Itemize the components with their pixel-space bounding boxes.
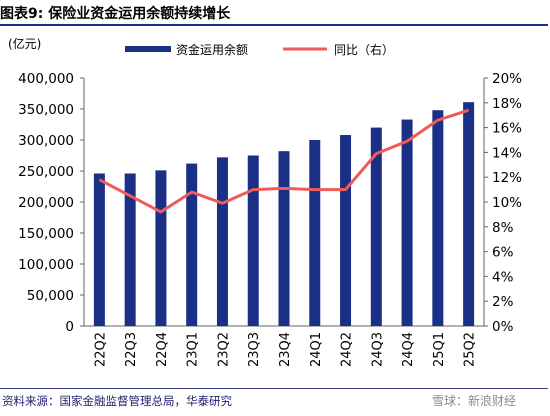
x-tick-label: 23Q4 <box>278 332 293 367</box>
x-tick-label: 24Q1 <box>309 332 324 367</box>
right-tick-label: 6% <box>492 245 514 261</box>
chart-title: 图表9: 保险业资金运用余额持续增长 <box>0 6 231 22</box>
left-tick-label: 400,000 <box>18 71 74 87</box>
right-tick-label: 18% <box>492 96 522 112</box>
bar <box>247 155 259 326</box>
x-tick-label: 22Q3 <box>124 332 139 367</box>
x-tick-label: 24Q2 <box>340 332 355 367</box>
x-tick-label: 23Q1 <box>186 332 201 367</box>
bar <box>155 170 167 326</box>
x-tick-label: 22Q2 <box>93 332 108 367</box>
left-tick-label: 150,000 <box>18 226 74 242</box>
left-tick-label: 300,000 <box>18 133 74 149</box>
legend-bar-swatch <box>125 46 171 52</box>
left-tick-label: 250,000 <box>18 164 74 180</box>
right-tick-label: 14% <box>492 145 522 161</box>
bar <box>278 151 290 326</box>
bar <box>401 119 413 326</box>
bar <box>463 102 475 327</box>
right-tick-label: 16% <box>492 121 522 137</box>
left-tick-label: 100,000 <box>18 257 74 273</box>
bar <box>340 135 352 326</box>
right-axis: 0% 2% 4% 6% 8% 10% 12% 14% 16% 18% 20% <box>483 71 522 335</box>
x-tick-label: 24Q3 <box>370 332 385 367</box>
line-series <box>98 108 470 214</box>
bar <box>216 157 228 326</box>
x-tick-label: 24Q4 <box>401 332 416 367</box>
legend-bar-label: 资金运用余额 <box>176 42 248 57</box>
right-tick-label: 0% <box>492 319 514 335</box>
bar <box>432 110 444 327</box>
right-tick-label: 8% <box>492 220 514 236</box>
right-tick-label: 10% <box>492 195 522 211</box>
legend-line-label: 同比（右） <box>334 42 394 57</box>
left-axis-unit: (亿元) <box>8 36 41 51</box>
watermark: 雪球：新浪财经 <box>432 394 517 408</box>
right-tick-label: 2% <box>492 294 514 310</box>
right-tick-label: 20% <box>492 71 522 87</box>
bar <box>186 163 198 326</box>
x-tick-label: 22Q4 <box>155 332 170 367</box>
bar <box>124 173 136 326</box>
bar-series <box>93 102 475 327</box>
source-divider <box>0 388 548 389</box>
x-axis: 22Q2 22Q3 22Q4 23Q1 23Q2 23Q3 23Q4 24Q1 24Q2 24Q3… <box>84 325 484 367</box>
bar <box>93 173 105 326</box>
right-tick-label: 12% <box>492 170 522 186</box>
title-divider <box>0 24 548 26</box>
x-tick-label: 23Q2 <box>216 332 231 367</box>
x-tick-label: 25Q2 <box>463 332 478 367</box>
bar <box>370 127 382 326</box>
legend: 资金运用余额 同比（右） <box>125 42 394 57</box>
left-tick-label: 50,000 <box>27 288 74 304</box>
left-tick-label: 0 <box>65 319 74 335</box>
source-note: 资料来源：国家金融监督管理总局，华泰研究 <box>2 394 232 408</box>
title-bar: 图表9: 保险业资金运用余额持续增长 <box>0 0 550 26</box>
bar <box>309 140 321 326</box>
right-tick-label: 4% <box>492 269 514 285</box>
x-tick-label: 23Q3 <box>247 332 262 367</box>
left-axis: 0 50,000 100,000 150,000 200,000 250,000 300,0… <box>18 71 85 335</box>
left-tick-label: 350,000 <box>18 102 74 118</box>
left-tick-label: 200,000 <box>18 195 74 211</box>
x-tick-label: 25Q1 <box>432 332 447 367</box>
